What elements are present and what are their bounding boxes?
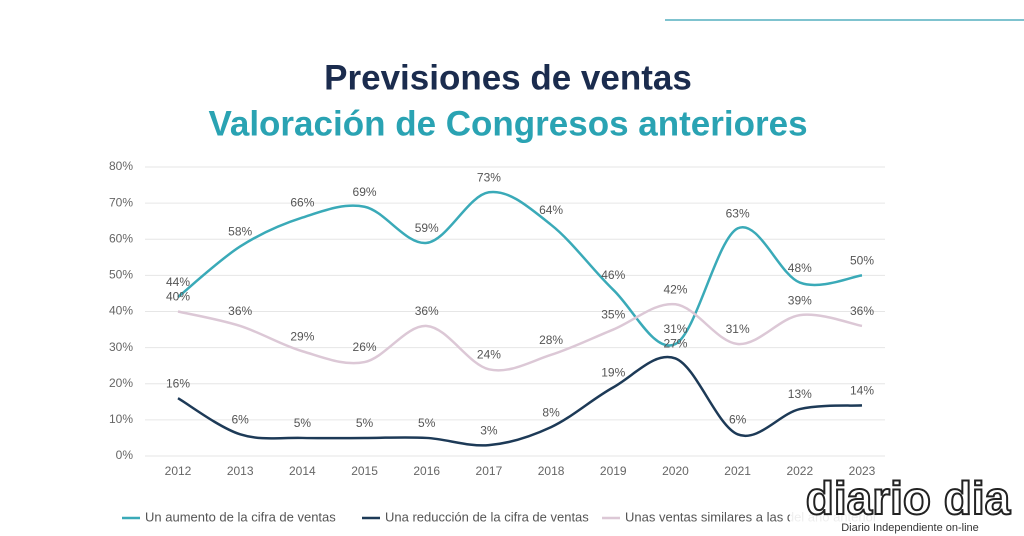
y-tick-label: 70% — [109, 195, 133, 209]
watermark-subtitle: Diario Independiente on-line — [841, 522, 979, 534]
data-label: 31% — [663, 322, 687, 336]
data-label: 6% — [729, 412, 747, 426]
data-label: 63% — [726, 207, 750, 221]
data-label: 29% — [290, 329, 314, 343]
data-label: 5% — [418, 416, 436, 430]
x-tick-label: 2021 — [724, 464, 751, 478]
data-label: 5% — [356, 416, 374, 430]
y-tick-label: 20% — [109, 376, 133, 390]
y-tick-label: 0% — [116, 448, 134, 462]
x-tick-label: 2019 — [600, 464, 627, 478]
data-label: 16% — [166, 376, 190, 390]
x-tick-label: 2016 — [413, 464, 440, 478]
data-label: 69% — [353, 185, 377, 199]
x-tick-label: 2020 — [662, 464, 689, 478]
y-tick-label: 60% — [109, 231, 133, 245]
data-label: 35% — [601, 308, 625, 322]
data-label: 13% — [788, 387, 812, 401]
data-label: 73% — [477, 170, 501, 184]
data-label: 36% — [850, 304, 874, 318]
x-tick-label: 2022 — [786, 464, 813, 478]
series-line — [177, 302, 863, 372]
data-label: 3% — [480, 423, 498, 437]
data-label: 66% — [290, 196, 314, 210]
data-label: 58% — [228, 225, 252, 239]
data-label: 27% — [663, 337, 687, 351]
data-label: 42% — [663, 282, 687, 296]
data-label: 6% — [232, 412, 250, 426]
y-tick-label: 30% — [109, 340, 133, 354]
data-label: 46% — [601, 268, 625, 282]
data-label: 28% — [539, 333, 563, 347]
data-label: 39% — [788, 293, 812, 307]
data-label: 48% — [788, 261, 812, 275]
data-label: 40% — [166, 290, 190, 304]
series-line — [177, 190, 863, 347]
series-line — [177, 355, 863, 447]
y-tick-label: 10% — [109, 412, 133, 426]
y-tick-label: 80% — [109, 159, 133, 173]
data-label: 59% — [415, 221, 439, 235]
data-label: 26% — [353, 340, 377, 354]
legend-label: Un aumento de la cifra de ventas — [145, 509, 336, 524]
data-label: 36% — [415, 304, 439, 318]
data-label: 14% — [850, 384, 874, 398]
x-tick-label: 2013 — [227, 464, 254, 478]
data-label: 19% — [601, 366, 625, 380]
y-tick-label: 50% — [109, 268, 133, 282]
x-tick-label: 2015 — [351, 464, 378, 478]
watermark-title: diario dia — [806, 472, 1011, 524]
data-label: 5% — [294, 416, 312, 430]
data-label: 36% — [228, 304, 252, 318]
x-tick-label: 2012 — [165, 464, 192, 478]
chart-title: Previsiones de ventas — [324, 58, 692, 97]
data-label: 64% — [539, 203, 563, 217]
chart-subtitle: Valoración de Congresos anteriores — [208, 104, 807, 143]
data-label: 44% — [166, 275, 190, 289]
x-tick-label: 2023 — [849, 464, 876, 478]
legend-label: Una reducción de la cifra de ventas — [385, 509, 589, 524]
y-tick-label: 40% — [109, 304, 133, 318]
data-label: 31% — [726, 322, 750, 336]
watermark: diario dia Diario Independiente on-line — [790, 471, 1024, 536]
x-tick-label: 2014 — [289, 464, 316, 478]
data-label: 24% — [477, 347, 501, 361]
x-tick-label: 2018 — [538, 464, 565, 478]
data-label: 50% — [850, 254, 874, 268]
data-label: 8% — [542, 405, 560, 419]
watermark-bg — [790, 478, 1024, 536]
x-tick-label: 2017 — [476, 464, 503, 478]
